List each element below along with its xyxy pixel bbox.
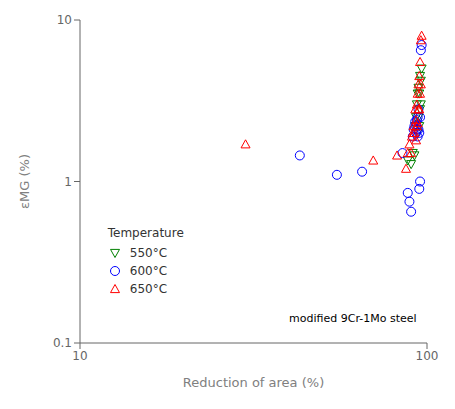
svg-text:100: 100 (416, 349, 439, 363)
html-text:600°C: 600°C (129, 264, 167, 279)
svg-text:10: 10 (72, 349, 87, 363)
svg-text:εMG (%): εMG (%) (17, 154, 32, 209)
html-text:Temperature: Temperature (107, 226, 184, 241)
svg-text:1: 1 (64, 175, 72, 189)
html-text:modified 9Cr-1Mo steel: modified 9Cr-1Mo steel (289, 311, 417, 325)
html-text:650°C: 650°C (129, 282, 167, 297)
svg-text:10: 10 (57, 13, 72, 27)
html-text:550°C: 550°C (129, 246, 167, 261)
svg-text:0.1: 0.1 (53, 336, 72, 350)
svg-text:Reduction of area (%): Reduction of area (%) (183, 375, 324, 390)
